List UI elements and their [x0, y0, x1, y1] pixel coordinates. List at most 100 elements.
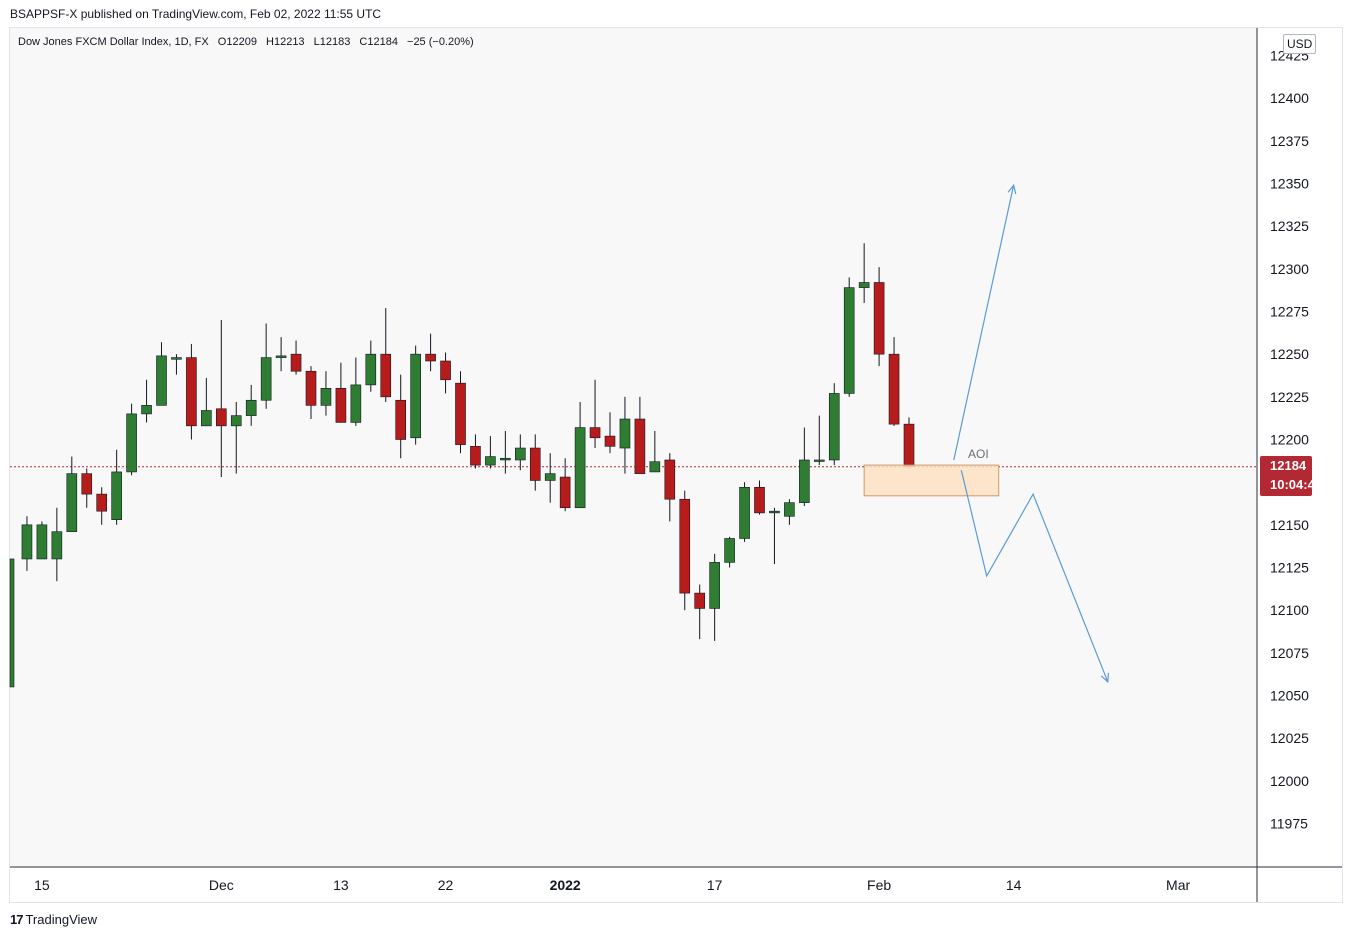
candle-body	[514, 447, 526, 461]
legend-close: C12184	[359, 36, 398, 48]
candle	[828, 383, 840, 466]
x-tick-label: 14	[1006, 877, 1022, 893]
candle-body	[425, 353, 436, 362]
y-tick-label: 12150	[1270, 517, 1309, 533]
candle-body	[275, 355, 287, 358]
candle-body	[380, 353, 392, 398]
candle-body	[754, 486, 765, 514]
candle	[81, 468, 93, 508]
y-tick-label: 12325	[1270, 218, 1309, 234]
candle-body	[784, 502, 795, 517]
candle	[290, 340, 302, 375]
x-axis: 15 Dec 13 22 2022 17 Feb 14 Mar	[34, 877, 1190, 893]
candle-body	[679, 498, 691, 594]
candle-body	[290, 353, 302, 372]
candle-body	[828, 393, 840, 461]
candle-body	[709, 562, 720, 609]
candle-body	[724, 538, 735, 563]
candle-body	[813, 459, 825, 462]
y-tick-label: 12025	[1270, 730, 1309, 746]
legend-change: −25 (−0.20%)	[407, 36, 474, 48]
candle	[485, 436, 496, 469]
candle	[514, 434, 526, 471]
candle	[903, 417, 915, 469]
candle	[260, 323, 272, 409]
candle	[888, 337, 900, 426]
candle	[36, 521, 48, 560]
candle-body	[769, 510, 780, 514]
candle-body	[799, 459, 810, 503]
x-tick-label: Dec	[209, 877, 234, 893]
candle-body	[305, 370, 317, 406]
projection-down-arrow	[960, 470, 1109, 683]
candle-body	[36, 524, 48, 560]
y-tick-label: 12125	[1270, 559, 1309, 575]
y-tick-label: 12275	[1270, 304, 1309, 320]
currency-button[interactable]: USD	[1283, 34, 1317, 54]
candle	[858, 243, 870, 303]
candle	[141, 379, 152, 423]
aoi-zone	[863, 464, 1000, 497]
candle	[96, 487, 107, 525]
candle-body	[470, 446, 481, 466]
legend-symbol: Dow Jones FXCM Dollar Index, 1D, FX	[18, 36, 209, 48]
candle-body	[156, 355, 167, 406]
tradingview-footer[interactable]: 17 TradingView	[10, 912, 97, 927]
candle	[559, 458, 571, 512]
candle	[9, 558, 15, 688]
y-tick-label: 12400	[1270, 90, 1309, 106]
brand-label: TradingView	[25, 912, 98, 927]
legend-low: L12183	[313, 36, 351, 48]
candle	[395, 374, 407, 459]
candle-body	[335, 388, 347, 423]
candle-body	[365, 353, 377, 386]
y-tick-label: 12200	[1270, 432, 1309, 448]
candle-body	[216, 408, 227, 427]
candle	[455, 371, 466, 454]
candle	[739, 482, 750, 542]
projection-down-arrow-arrowhead	[1100, 672, 1110, 684]
candle-body	[320, 388, 332, 406]
candle-body	[604, 435, 616, 447]
candle-body	[350, 384, 362, 423]
candle	[649, 430, 661, 473]
candle	[425, 333, 436, 372]
y-tick-label: 12300	[1270, 261, 1309, 277]
candle	[156, 342, 167, 406]
candle	[500, 430, 511, 474]
candle	[784, 499, 795, 525]
bar-countdown: 10:04:45	[1270, 477, 1323, 492]
candle-body	[186, 357, 197, 427]
candle	[126, 403, 137, 476]
candle	[813, 415, 825, 466]
candle	[634, 396, 646, 474]
candle-body	[245, 399, 257, 416]
candle-body	[739, 486, 750, 539]
candle-body	[485, 456, 496, 466]
candle-body	[903, 423, 915, 468]
candle-body	[589, 427, 601, 439]
candle	[799, 427, 810, 507]
candle-body	[230, 415, 242, 427]
candle-body	[51, 531, 63, 560]
x-tick-label: Feb	[867, 877, 891, 893]
x-tick-label: 22	[438, 877, 454, 893]
candle	[769, 507, 780, 565]
y-tick-label: 11975	[1270, 815, 1308, 831]
annotations: AOI	[863, 183, 1110, 684]
candle	[171, 354, 182, 375]
y-tick-label: 12250	[1270, 346, 1309, 362]
candle	[350, 357, 362, 426]
legend-open: O12209	[217, 36, 257, 48]
candle	[604, 412, 616, 454]
candle	[679, 490, 691, 611]
y-tick-label: 12100	[1270, 602, 1309, 618]
x-tick-label: 17	[707, 877, 723, 893]
publisher-line: BSAPPSF-X published on TradingView.com, …	[10, 7, 382, 21]
plot-area	[10, 28, 1257, 867]
candle	[410, 345, 421, 445]
projection-up-arrow	[953, 185, 1015, 461]
candle	[111, 449, 122, 525]
candle-body	[873, 282, 885, 355]
